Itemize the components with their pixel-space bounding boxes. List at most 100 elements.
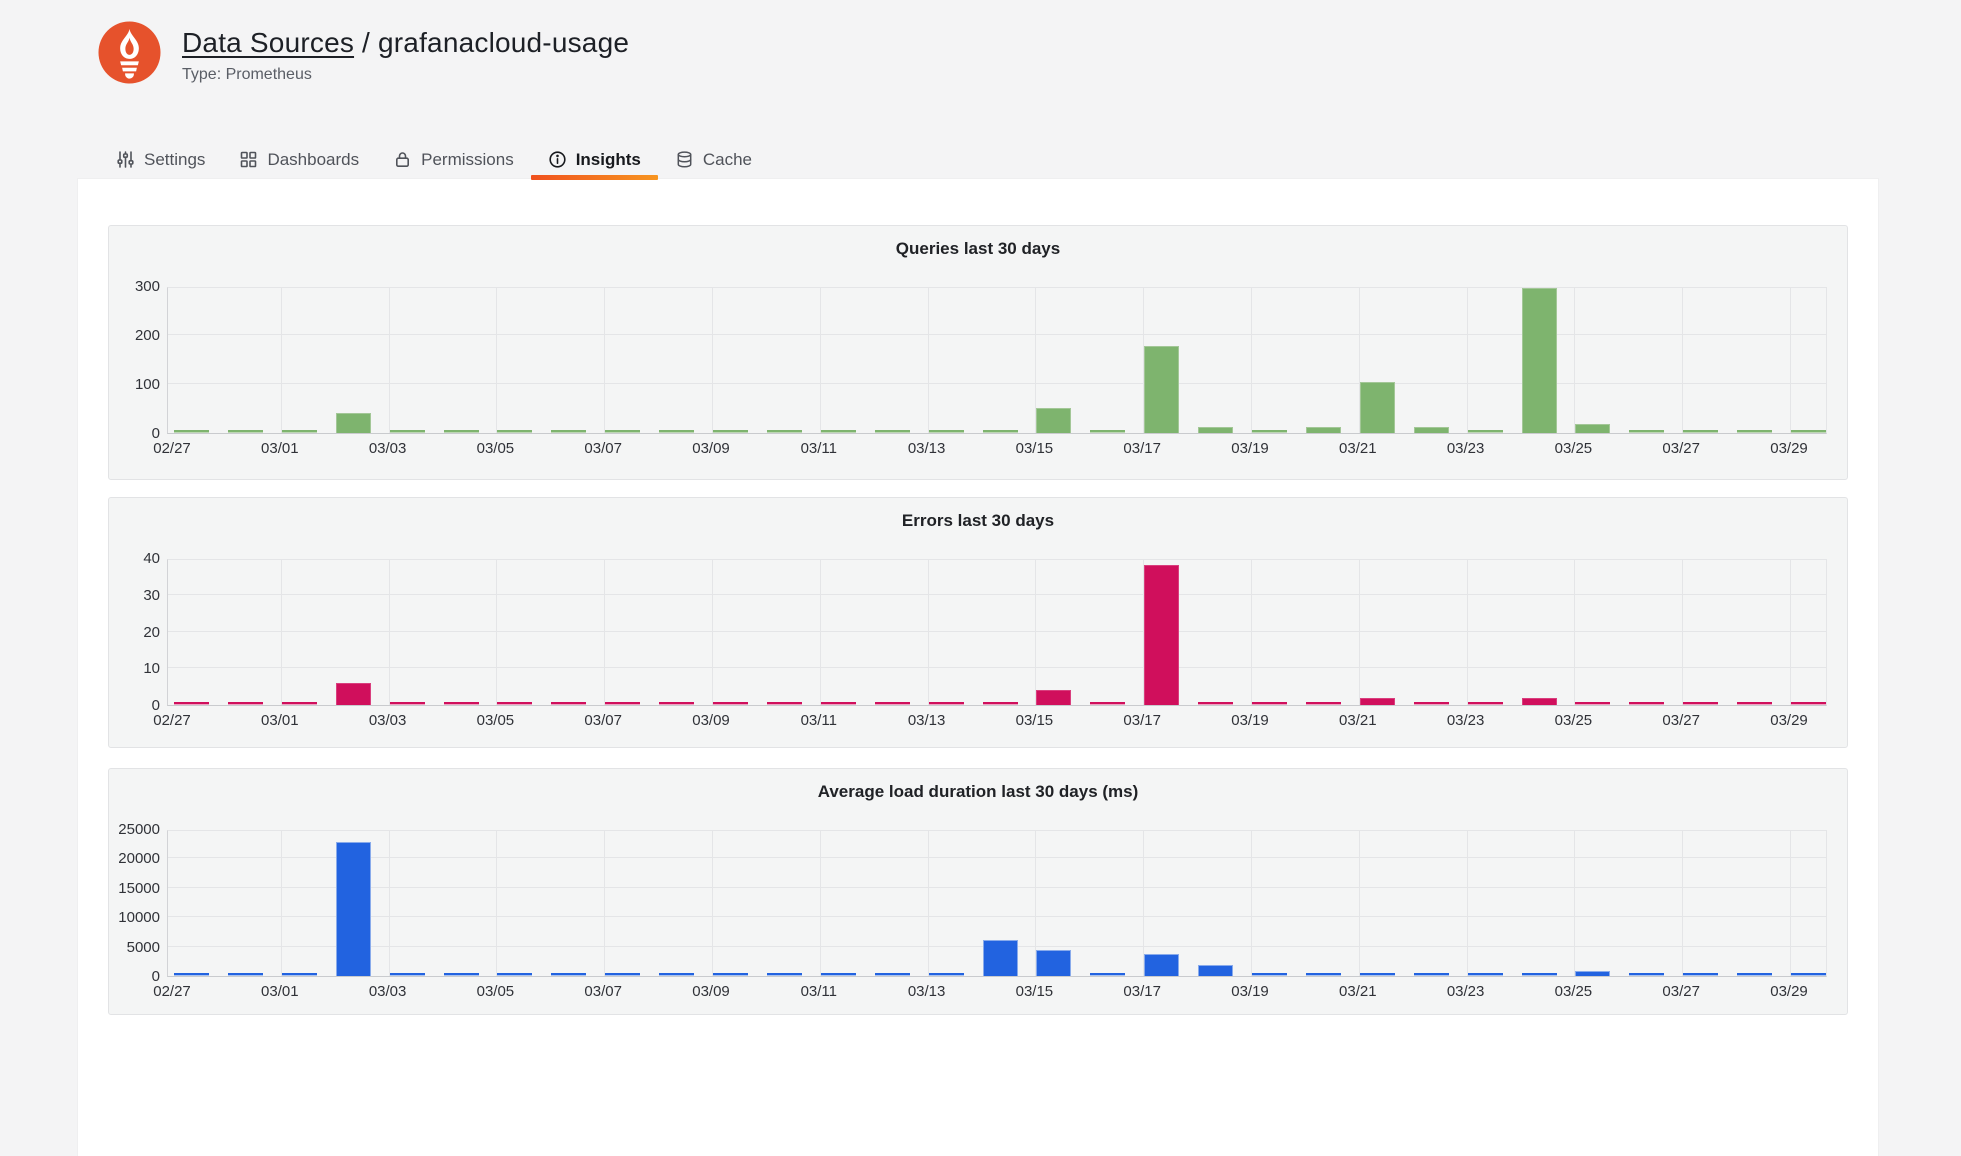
bar-03/09: [713, 430, 748, 433]
bar-03/03: [389, 973, 425, 976]
bar-03/11: [820, 430, 856, 433]
x-tick-label: 03/15: [1015, 712, 1054, 729]
gridline: [1035, 288, 1037, 433]
gridline: [280, 288, 282, 433]
x-tick-label: 03/21: [1339, 983, 1377, 1000]
bar-03/08: [659, 702, 695, 705]
tab-settings[interactable]: Settings: [99, 140, 222, 179]
x-tick-label: 02/27: [153, 440, 191, 457]
bar-03/27: [1683, 702, 1719, 705]
bar-03/15: [1036, 950, 1072, 976]
bar-03/09: [713, 973, 748, 976]
breadcrumb-datasources-link[interactable]: Data Sources: [182, 27, 355, 58]
bar-03/28: [1737, 702, 1773, 705]
bar-03/01: [281, 702, 317, 705]
bar-03/22: [1413, 973, 1449, 976]
x-tick-label: 03/29: [1770, 712, 1808, 729]
gridline: [168, 334, 1826, 335]
bar-03/29: [1791, 702, 1826, 705]
bar-03/12: [874, 973, 910, 976]
gridline: [388, 831, 390, 976]
sliders-icon: [116, 150, 135, 169]
gridline: [168, 916, 1826, 918]
gridline: [388, 288, 390, 433]
tab-bar: Settings Dashboards Permissions Insights Cac…: [99, 140, 769, 180]
x-tick-label: 03/27: [1662, 983, 1700, 1000]
gridline: [1574, 560, 1576, 705]
bar-03/24: [1521, 288, 1557, 433]
bar-03/18: [1198, 427, 1234, 433]
gridline: [1574, 288, 1576, 433]
bar-03/17: [1144, 954, 1180, 976]
gridline: [1143, 560, 1145, 705]
tab-permissions[interactable]: Permissions: [376, 140, 531, 179]
x-tick-label: 03/09: [692, 983, 730, 1000]
bar-03/19: [1252, 430, 1287, 433]
gridline: [1790, 560, 1791, 705]
bar-03/27: [1683, 430, 1719, 433]
x-tick-label: 03/23: [1446, 983, 1485, 1000]
gridline: [604, 831, 606, 976]
queries-chart-card: Queries last 30 days 0 100 200 300 02/27 03/…: [108, 225, 1848, 480]
y-tick-label: 100: [134, 376, 160, 393]
bar-03/21: [1359, 698, 1395, 705]
x-axis-labels: 02/27 03/01 03/03 03/05 03/07 03/09 03/11 03/13…: [109, 983, 1847, 1003]
tab-insights[interactable]: Insights: [530, 140, 658, 180]
bar-02/27: [174, 702, 209, 705]
tab-cache[interactable]: Cache: [658, 140, 769, 179]
gridline: [712, 560, 713, 705]
active-tab-underline: [530, 175, 658, 180]
bar-03/04: [443, 973, 479, 976]
gridline: [712, 831, 713, 976]
bar-03/16: [1090, 702, 1126, 705]
x-tick-label: 03/11: [800, 983, 838, 1000]
gridline: [604, 560, 606, 705]
x-tick-label: 03/01: [261, 712, 299, 729]
gridline: [1466, 288, 1468, 433]
gridline: [1358, 831, 1360, 976]
x-tick-label: 03/03: [368, 983, 407, 1000]
gridline: [1251, 288, 1252, 433]
bar-03/15: [1036, 690, 1072, 705]
x-tick-label: 03/29: [1770, 440, 1808, 457]
gridline: [168, 383, 1826, 384]
content-panel: Queries last 30 days 0 100 200 300 02/27 03/…: [78, 179, 1878, 1156]
database-icon: [675, 150, 694, 169]
y-tick-label: 10000: [118, 909, 160, 927]
gridline: [168, 857, 1826, 859]
tab-dashboards[interactable]: Dashboards: [222, 140, 376, 179]
x-tick-label: 03/19: [1231, 712, 1269, 729]
bar-03/12: [874, 430, 910, 433]
y-tick-label: 200: [134, 327, 160, 344]
gridline: [1790, 288, 1791, 433]
bar-03/22: [1413, 427, 1449, 433]
x-tick-label: 03/21: [1339, 712, 1377, 729]
bar-03/07: [605, 973, 641, 976]
x-tick-label: 03/05: [476, 440, 515, 457]
x-tick-label: 03/27: [1662, 440, 1700, 457]
bar-03/18: [1198, 965, 1234, 976]
chart-title: Queries last 30 days: [895, 239, 1061, 258]
x-tick-label: 03/01: [261, 983, 299, 1000]
bar-03/01: [281, 430, 317, 433]
chart-body: 0 100 200 300: [109, 279, 1847, 442]
bar-03/17: [1144, 346, 1180, 433]
bar-03/07: [605, 430, 641, 433]
x-tick-label: 03/11: [800, 712, 838, 729]
bar-03/06: [551, 702, 587, 705]
x-tick-label: 03/07: [584, 983, 622, 1000]
page-subtitle: Type: Prometheus: [182, 66, 312, 83]
bar-03/08: [659, 430, 695, 433]
bar-03/01: [281, 973, 317, 976]
x-tick-label: 03/09: [692, 440, 730, 457]
page-header: Data Sources / grafanacloud-usage Type: …: [98, 21, 629, 84]
errors-chart-card: Errors last 30 days 0 10 20 30 40 02/27 03/01…: [108, 497, 1848, 748]
gridline: [927, 560, 929, 705]
plot-area: [167, 287, 1827, 434]
y-axis-labels: 0 5000 10000 15000 20000 25000: [109, 822, 167, 985]
y-tick-label: 0: [151, 968, 160, 985]
bar-02/28: [227, 973, 263, 976]
bar-03/21: [1359, 973, 1395, 976]
bar-03/04: [443, 430, 479, 433]
bar-03/29: [1791, 973, 1826, 976]
